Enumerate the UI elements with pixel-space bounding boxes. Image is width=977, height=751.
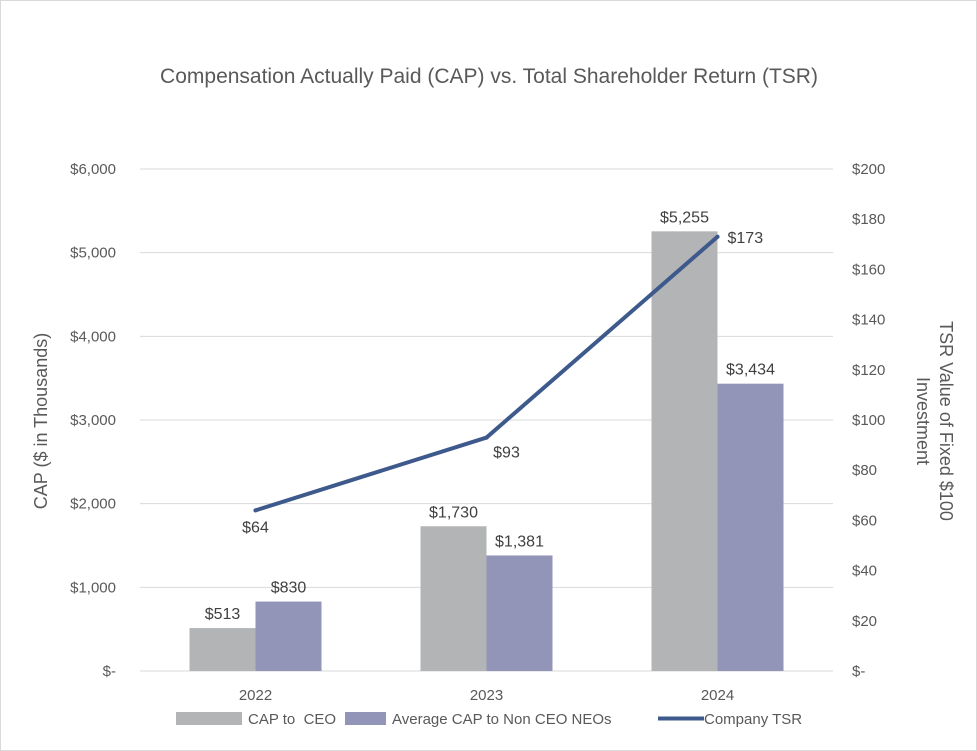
bars xyxy=(189,231,784,671)
x-tick-label: 2023 xyxy=(470,687,503,704)
y2-axis-title-line-2: Investment xyxy=(913,377,933,465)
legend: CAP to CEO Average CAP to Non CEO NEOs C… xyxy=(176,711,802,728)
tsr-point xyxy=(253,508,258,513)
tsr-point xyxy=(484,435,489,440)
tsr-point xyxy=(715,234,720,239)
bar-ceo-2024 xyxy=(651,231,718,671)
y-tick-label: $5,000 xyxy=(70,245,116,262)
y-axis-ticks: $- $1,000 $2,000 $3,000 $4,000 $5,000 $6,000 xyxy=(70,161,116,680)
tsr-data-label: $93 xyxy=(493,445,520,462)
legend-label-neo: Average CAP to Non CEO NEOs xyxy=(392,711,612,728)
bar-data-label: $5,255 xyxy=(660,209,709,226)
y2-tick-label: $160 xyxy=(852,261,885,278)
bar-data-label: $1,381 xyxy=(495,533,544,550)
bar-data-label: $1,730 xyxy=(429,504,478,521)
bar-data-label: $3,434 xyxy=(726,362,775,379)
legend-item-ceo: CAP to CEO xyxy=(176,711,336,728)
y-tick-label: $- xyxy=(103,663,116,680)
y-tick-label: $2,000 xyxy=(70,496,116,513)
y2-tick-label: $- xyxy=(852,663,865,680)
y-tick-label: $1,000 xyxy=(70,579,116,596)
x-axis-ticks: 2022 2023 2024 xyxy=(239,687,734,704)
y2-tick-label: $180 xyxy=(852,211,885,228)
y2-tick-label: $120 xyxy=(852,362,885,379)
y2-tick-label: $20 xyxy=(852,613,877,630)
bar-neo-2023 xyxy=(486,555,553,671)
tsr-line-layer xyxy=(253,234,720,513)
legend-item-tsr: Company TSR xyxy=(658,711,802,728)
y-tick-label: $4,000 xyxy=(70,328,116,345)
bar-neo-2022 xyxy=(255,601,322,671)
tsr-line xyxy=(253,234,720,513)
bar-data-label: $830 xyxy=(271,580,307,597)
y-axis-title: CAP ($ in Thousands) xyxy=(31,333,51,509)
bar-data-label: $513 xyxy=(205,606,241,623)
legend-item-neo: Average CAP to Non CEO NEOs xyxy=(345,711,612,728)
y2-tick-label: $60 xyxy=(852,512,877,529)
data-labels: $513 $830 $1,730 $1,381 $5,255 $3,434 $64 $93 $1… xyxy=(205,209,775,623)
chart-title: Compensation Actually Paid (CAP) vs. Tot… xyxy=(160,65,818,88)
tsr-data-label: $173 xyxy=(728,230,764,247)
y2-tick-label: $200 xyxy=(852,161,885,178)
y2-tick-label: $40 xyxy=(852,563,877,580)
y-tick-label: $6,000 xyxy=(70,161,116,178)
y-tick-label: $3,000 xyxy=(70,412,116,429)
y2-axis-title: TSR Value of Fixed $100 Investment xyxy=(913,321,956,521)
legend-label-ceo: CAP to CEO xyxy=(248,711,336,728)
legend-swatch-ceo xyxy=(176,712,242,725)
y2-axis-ticks: $- $20 $40 $60 $80 $100 $120 $140 $160 $180 $200 xyxy=(852,161,885,680)
legend-label-tsr: Company TSR xyxy=(704,711,802,728)
bar-neo-2024 xyxy=(717,383,784,671)
y2-tick-label: $140 xyxy=(852,312,885,329)
x-tick-label: 2024 xyxy=(701,687,734,704)
tsr-data-label: $64 xyxy=(242,519,269,536)
y2-tick-label: $100 xyxy=(852,412,885,429)
y2-axis-title-line-1: TSR Value of Fixed $100 xyxy=(936,321,956,521)
bar-ceo-2023 xyxy=(420,526,487,671)
legend-swatch-neo xyxy=(345,712,386,725)
x-tick-label: 2022 xyxy=(239,687,272,704)
bar-ceo-2022 xyxy=(189,628,256,671)
y2-tick-label: $80 xyxy=(852,462,877,479)
